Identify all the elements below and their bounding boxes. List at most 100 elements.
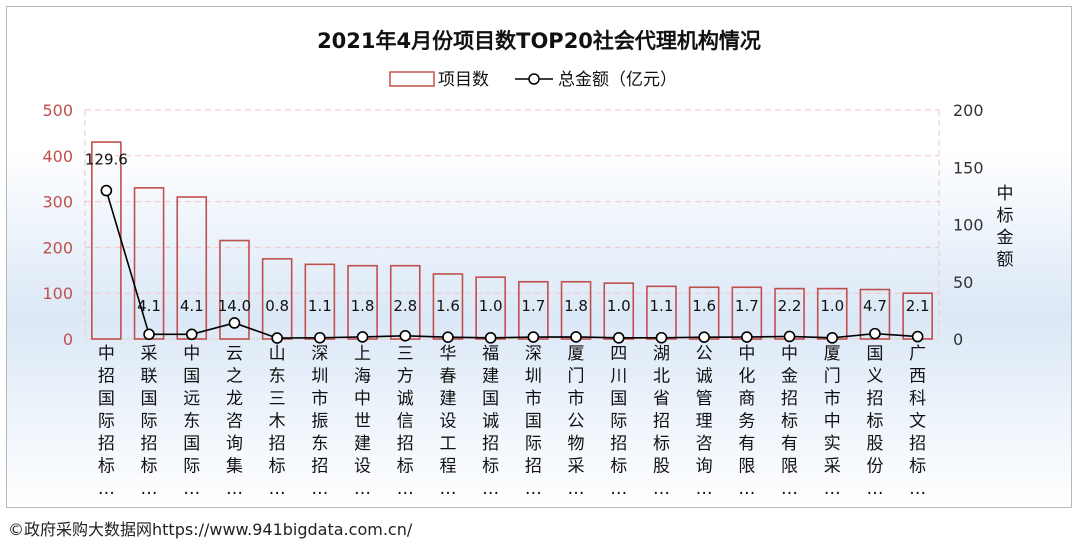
x-category-label-char: 程 [439,457,456,477]
x-category-label-char: 信 [397,412,414,432]
x-category-label-char: 份 [866,457,883,477]
y-right-tick-label: 0 [953,330,963,349]
x-category-label-char: 际 [98,412,115,432]
x-category-label-char: 限 [781,457,798,477]
x-category-label-char: … [738,479,755,499]
x-category-label-char: 建 [354,434,371,454]
x-category-label-char: 理 [696,412,713,432]
x-category-label-char: 市 [311,389,328,409]
line-data-label: 1.0 [607,297,631,315]
line-data-label: 4.1 [137,297,161,315]
x-category-label-char: 国 [141,389,158,409]
bar [133,187,165,340]
y-right-axis-title-char: 金 [997,228,1014,248]
x-category-label-char: 金 [781,367,798,387]
x-category-label-char: 标 [269,457,286,477]
line-data-label: 1.6 [692,297,716,315]
x-category-label-char: 际 [183,457,200,477]
x-category-label-char: 中 [354,389,371,409]
x-category-label-char: 世 [354,412,371,432]
line-point [484,332,497,344]
x-category-label-char: 标 [610,457,627,477]
y-right-axis-title-char: 标 [997,206,1014,226]
x-category-label-char: 招 [781,389,798,409]
x-category-label-char: … [568,479,585,499]
line-data-label: 2.1 [906,297,930,315]
x-category-label-char: 深 [311,344,328,364]
line-data-label: 1.8 [564,297,588,315]
x-category-label-char: … [653,479,670,499]
legend-bar-label: 项目数 [438,70,489,90]
line-point [185,328,198,341]
x-category-label-char: 诚 [696,367,713,387]
x-category-label-char: 际 [141,412,158,432]
x-category-label-char: 省 [653,389,670,409]
x-category-label-char: 国 [610,389,627,409]
x-category-label-char: 务 [738,412,755,432]
x-category-label-char: 集 [226,457,243,477]
line-point [442,331,454,343]
x-category-label-char: 国 [183,367,200,387]
bar [219,239,250,340]
x-category-label-char: 咨 [226,412,243,432]
x-category-label-char: 标 [98,457,115,477]
x-category-label-char: … [696,479,713,499]
line-point [741,331,753,343]
x-category-label-char: 市 [568,389,585,409]
line-point [612,332,625,344]
x-category-label-char: … [909,479,926,499]
line-point [100,184,113,197]
x-category-label-char: 中 [781,344,798,364]
x-category-label-char: 标 [781,412,798,432]
x-category-label-char: 之 [226,367,243,387]
x-category-label-char: 圳 [311,367,328,387]
x-category-label-char: 门 [824,367,841,387]
x-category-label-char: 公 [696,344,713,364]
x-category-label-char: 采 [141,344,158,364]
x-category-label-char: 标 [653,434,670,454]
x-category-label-char: 东 [269,367,286,387]
x-category-label-char: 询 [226,434,243,454]
x-category-label-char: 西 [909,367,926,387]
line-data-label: 2.8 [393,297,417,315]
x-category-label-char: 广 [909,344,926,364]
x-category-label-char: 招 [610,434,627,454]
x-category-label-char: 三 [269,389,286,409]
x-category-label-char: 湖 [653,344,670,364]
x-category-label-char: 三 [397,344,414,364]
footer-credit: ©政府采购大数据网https://www.941bigdata.com.cn/ [8,520,413,539]
line-data-label: 1.1 [650,297,674,315]
x-category-label-char: 北 [653,367,670,387]
line-data-label: 1.1 [308,297,332,315]
line-data-label: 14.0 [218,297,251,315]
x-category-label-char: 建 [482,367,499,387]
line-point [911,330,924,343]
x-category-label-char: 标 [482,457,499,477]
x-category-label-char: 公 [568,412,585,432]
x-category-label-char: 市 [525,389,542,409]
x-category-label-char: 远 [183,389,200,409]
x-category-label-char: 招 [98,434,115,454]
x-category-label-char: 标 [397,457,414,477]
x-category-label-char: 采 [568,457,585,477]
y-right-tick-label: 150 [953,158,984,177]
x-category-label-char: 咨 [696,434,713,454]
x-category-label-char: 龙 [226,389,243,409]
x-category-label-char: … [439,479,456,499]
x-category-label-char: 国 [98,389,115,409]
line-point [356,331,369,343]
line-point [570,331,582,343]
x-category-label-char: … [482,479,499,499]
y-left-tick-label: 100 [42,284,73,303]
line-point [143,328,155,341]
chart-frame: 2021年4月份项目数TOP20社会代理机构情况 项目数 总金额（亿元） 0 100 20… [6,6,1072,508]
x-category-label-char: … [525,479,542,499]
x-category-label-char: 询 [696,457,713,477]
line-data-label: 2.2 [778,297,802,315]
y-right-tick-label: 200 [953,101,984,120]
x-category-label-char: 中 [98,344,115,364]
y-right-tick-label: 100 [953,216,984,235]
x-category-label-char: 市 [824,389,841,409]
line-point [783,330,796,343]
